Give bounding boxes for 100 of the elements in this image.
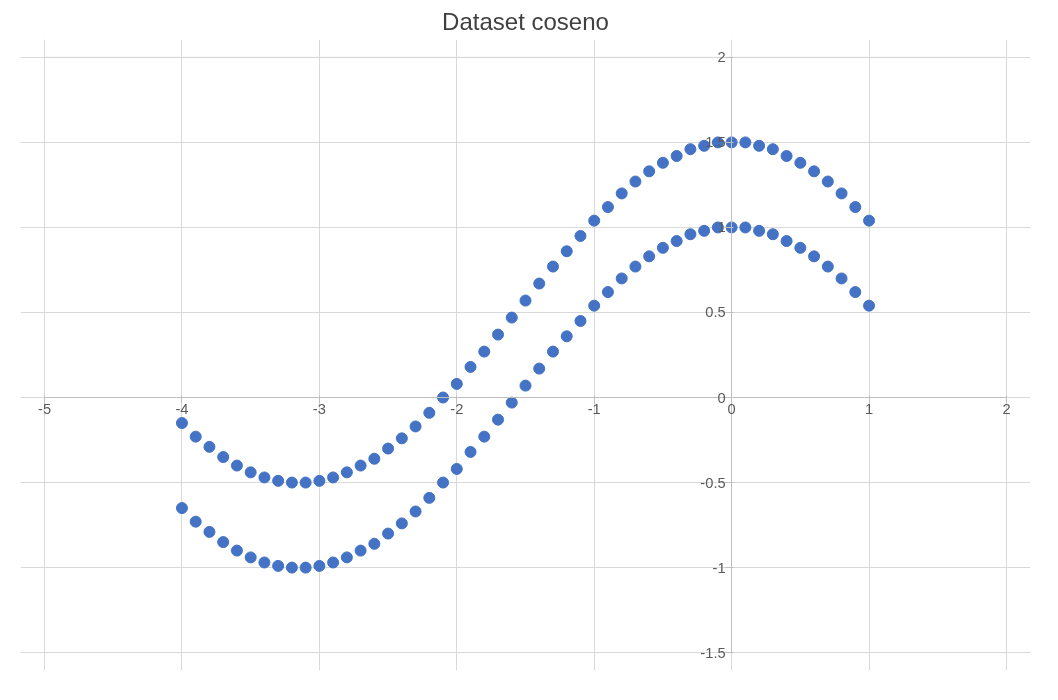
point: [794, 156, 807, 169]
point: [464, 360, 477, 373]
point: [808, 250, 821, 263]
point: [560, 330, 573, 343]
point: [656, 241, 669, 254]
point: [340, 466, 353, 479]
point: [354, 459, 367, 472]
point: [629, 175, 642, 188]
point: [766, 143, 779, 156]
y-tick-label: 0.5: [705, 304, 726, 321]
point: [437, 391, 450, 404]
point: [780, 150, 793, 162]
point: [272, 559, 285, 572]
point: [285, 561, 298, 574]
point: [601, 201, 614, 214]
point: [560, 245, 573, 258]
point: [395, 517, 408, 530]
point: [395, 432, 408, 445]
point: [368, 537, 381, 550]
point: [478, 430, 491, 443]
point: [423, 406, 436, 419]
point: [340, 551, 353, 564]
x-tick-label: 2: [1002, 400, 1011, 417]
point: [368, 452, 381, 465]
x-tick-label: -5: [38, 400, 52, 417]
point: [313, 474, 326, 487]
point: [258, 556, 271, 569]
point: [409, 505, 422, 518]
point: [382, 527, 395, 540]
point: [313, 559, 326, 572]
point: [203, 440, 216, 453]
point: [546, 345, 559, 358]
y-tick-label: 2: [717, 49, 726, 66]
point: [203, 525, 216, 538]
point: [327, 471, 340, 484]
point: [519, 294, 532, 307]
point: [464, 445, 477, 458]
point: [505, 311, 518, 324]
point: [533, 362, 546, 375]
point: [684, 143, 697, 156]
point: [670, 150, 683, 162]
point: [849, 201, 862, 214]
point: [409, 420, 422, 433]
point: [533, 277, 546, 290]
point: [643, 165, 656, 178]
point: [382, 442, 395, 455]
point: [299, 476, 312, 489]
point: [794, 241, 807, 254]
x-tick-label: 1: [864, 400, 874, 417]
point: [546, 260, 559, 273]
y-tick-label: -1.5: [700, 644, 726, 661]
x-tick-label: -3: [312, 400, 326, 417]
point: [684, 228, 697, 241]
point: [299, 561, 312, 574]
point: [835, 272, 848, 285]
point: [615, 272, 628, 285]
point: [519, 379, 532, 392]
point: [739, 136, 752, 149]
point: [863, 214, 876, 227]
point: [739, 221, 752, 234]
point: [217, 451, 230, 464]
point: [175, 502, 188, 515]
y-tick-label: -0.5: [700, 474, 726, 491]
point: [450, 462, 463, 475]
point: [327, 556, 340, 569]
point: [423, 491, 436, 504]
x-tick-label: -1: [587, 400, 601, 417]
x-tick-label: -4: [175, 400, 189, 417]
point: [588, 299, 601, 312]
point: [244, 551, 257, 564]
point: [753, 139, 766, 152]
y-tick-label: -1: [712, 559, 726, 576]
point: [492, 328, 505, 341]
point: [601, 286, 614, 299]
point: [766, 228, 779, 241]
point: [272, 474, 285, 487]
point: [437, 476, 450, 489]
point: [670, 235, 683, 248]
point: [615, 187, 628, 200]
point: [835, 187, 848, 200]
y-tick-label: 0: [717, 389, 726, 406]
point: [753, 224, 766, 237]
point: [849, 286, 862, 299]
point: [217, 536, 230, 549]
point: [478, 345, 491, 358]
point: [505, 396, 518, 409]
point: [574, 314, 587, 327]
x-tick-label: -2: [450, 400, 464, 417]
point: [588, 214, 601, 227]
point: [821, 260, 834, 273]
point: [643, 250, 656, 263]
point: [285, 476, 298, 489]
point: [354, 544, 367, 557]
point: [574, 229, 587, 242]
point: [450, 377, 463, 390]
point: [230, 459, 243, 472]
point: [863, 299, 876, 312]
point: [698, 224, 711, 237]
point: [244, 466, 257, 479]
point: [492, 413, 505, 426]
